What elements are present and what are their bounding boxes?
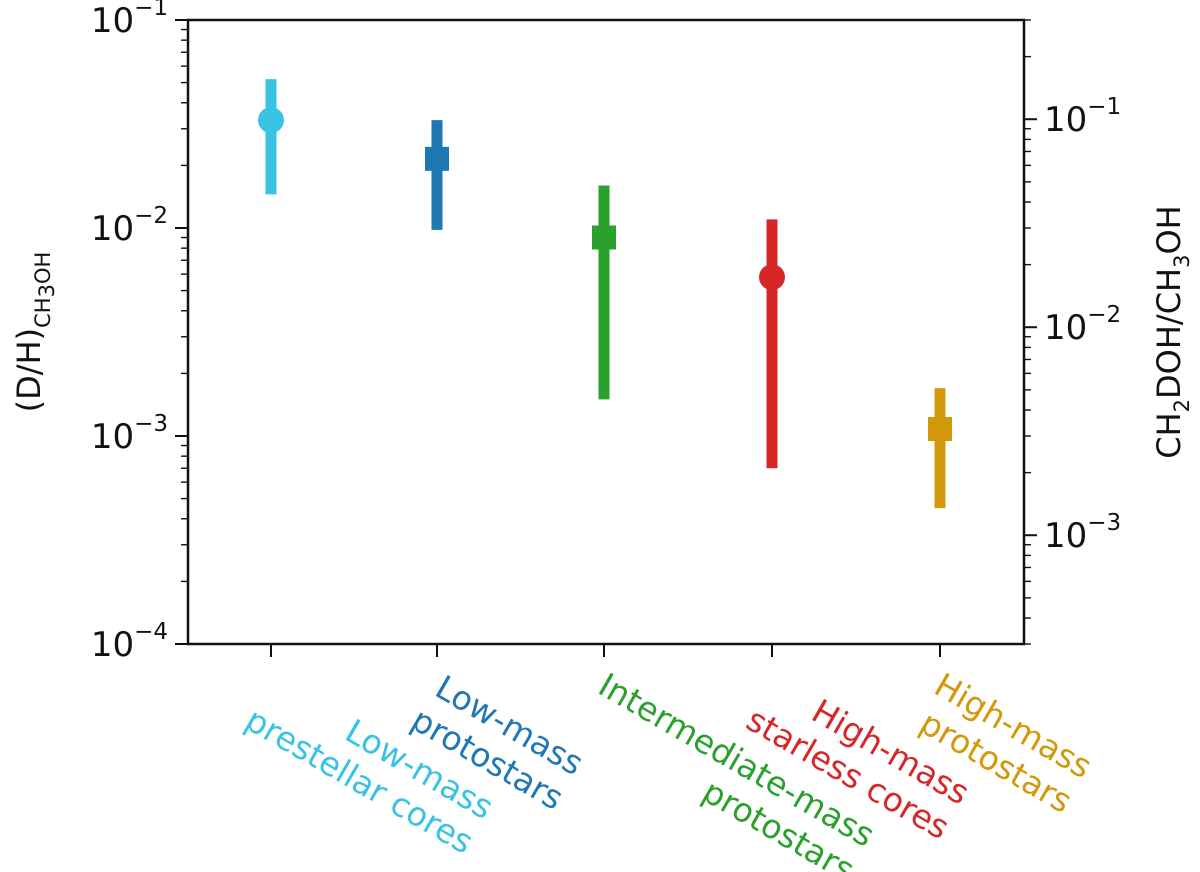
y2-axis-title: CH2DOH/CH3OH xyxy=(1150,205,1194,458)
y2-tick-label: 10−3 xyxy=(1044,510,1121,556)
y2-tick-label: 10−1 xyxy=(1044,94,1121,140)
plot-frame xyxy=(186,18,1026,646)
y-tick-label: 10−3 xyxy=(91,411,168,457)
data-point xyxy=(759,264,785,291)
data-point xyxy=(425,146,449,171)
tick-layer xyxy=(175,19,1037,657)
series-layer xyxy=(258,79,952,509)
y-axis-title: (D/H)CH3OH xyxy=(10,252,59,413)
y-tick-label: 10−2 xyxy=(91,203,168,249)
data-point xyxy=(928,417,952,442)
data-point xyxy=(592,225,616,250)
y2-tick-label: 10−2 xyxy=(1044,302,1121,348)
data-point xyxy=(258,107,284,134)
y-tick-label: 10−4 xyxy=(91,619,168,665)
y-tick-label: 10−1 xyxy=(91,0,168,41)
